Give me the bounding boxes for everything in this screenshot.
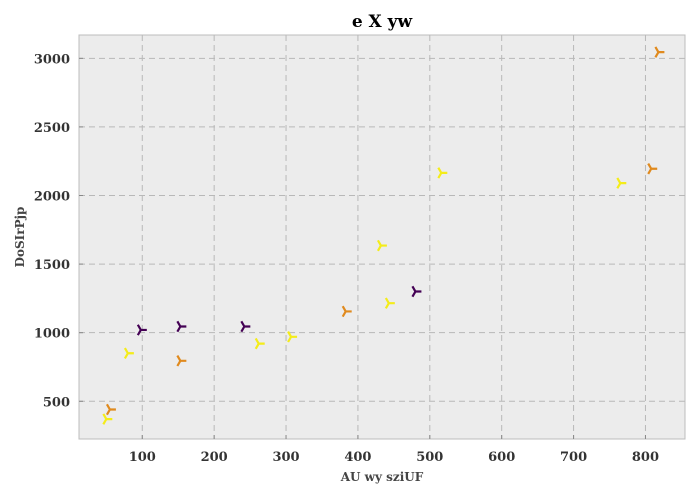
- plot-area: [78, 34, 686, 440]
- x-axis-label: AU wy sziUF: [340, 470, 424, 484]
- data-point: [616, 177, 627, 189]
- data-point: [136, 324, 147, 336]
- data-point: [254, 337, 265, 350]
- x-tick-label: 300: [272, 450, 299, 465]
- data-point: [411, 285, 422, 298]
- data-point: [176, 320, 187, 333]
- chart-title: e X yw: [352, 12, 413, 32]
- axis-ticks: 100 200 300 400 500 600 700 800 500 1000 1500 2000 2…: [34, 52, 659, 465]
- x-tick-label: 400: [344, 450, 371, 465]
- data-point: [176, 355, 187, 367]
- data-point: [384, 297, 395, 309]
- y-tick-label: 2000: [34, 190, 70, 205]
- y-tick-label: 500: [43, 395, 70, 410]
- x-tick-label: 500: [416, 450, 443, 465]
- y-axis-label: DoSIrPjp: [13, 207, 27, 268]
- data-point: [287, 331, 298, 343]
- data-point: [105, 403, 116, 416]
- data-point: [647, 163, 658, 175]
- x-tick-label: 700: [560, 450, 587, 465]
- y-tick-label: 1500: [34, 258, 70, 273]
- data-point: [240, 320, 251, 333]
- y-tick-label: 2500: [34, 121, 70, 136]
- x-tick-label: 200: [201, 450, 228, 465]
- data-point: [341, 305, 352, 318]
- x-tick-label: 600: [488, 450, 515, 465]
- data-point: [437, 167, 448, 179]
- data-point: [102, 413, 113, 425]
- data-point: [376, 239, 387, 252]
- x-tick-label: 800: [632, 450, 659, 465]
- data-point: [123, 347, 134, 360]
- x-tick-label: 100: [129, 450, 156, 465]
- data-point: [654, 46, 665, 58]
- grid: [79, 35, 685, 439]
- y-tick-label: 1000: [34, 327, 70, 342]
- y-tick-label: 3000: [34, 52, 70, 67]
- data-points: [102, 46, 665, 425]
